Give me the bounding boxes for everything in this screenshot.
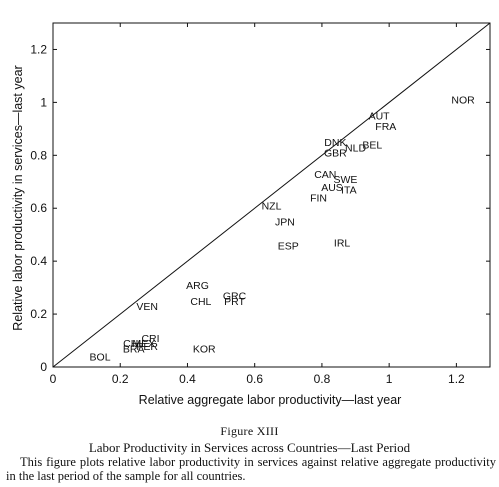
point-label-per: PER	[136, 341, 158, 353]
point-label-jpn: JPN	[275, 216, 295, 228]
point-label-esp: ESP	[278, 240, 299, 252]
point-label-nzl: NZL	[262, 201, 282, 213]
y-tick-label: 1.2	[30, 42, 47, 56]
point-label-bol: BOL	[90, 351, 111, 363]
y-axis-ticks: 0 0.2 0.4 0.6 0.8 1 1.2	[30, 42, 490, 374]
x-tick-label: 0.8	[314, 372, 331, 386]
point-label-aus: AUS	[321, 182, 343, 194]
point-label-can: CAN	[314, 169, 336, 181]
x-tick-label: 0.2	[112, 372, 129, 386]
y-tick-label: 0.6	[30, 201, 47, 215]
figure-number: Figure XIII	[220, 424, 279, 438]
point-label-ita: ITA	[341, 185, 357, 197]
x-tick-label: 1.2	[448, 372, 465, 386]
point-label-irl: IRL	[334, 238, 351, 250]
point-label-chl: CHL	[123, 338, 144, 350]
y-axis-label: Relative labor productivity in services—…	[11, 65, 25, 330]
y-tick-label: 0.8	[30, 148, 47, 162]
point-label-chl: CHL	[190, 296, 211, 308]
y-tick-label: 0.4	[30, 254, 47, 268]
point-label-dnk: DNK	[324, 137, 346, 149]
y-tick-label: 1	[40, 95, 47, 109]
point-label-fin: FIN	[310, 193, 327, 205]
y-tick-label: 0	[40, 360, 47, 374]
y-tick-label: 0.2	[30, 307, 47, 321]
figure-caption: This figure plots relative labor product…	[6, 455, 496, 483]
point-label-bel: BEL	[362, 140, 382, 152]
point-label-cri: CRI	[141, 333, 159, 345]
point-label-ven: VEN	[136, 301, 158, 313]
point-label-prt: PRT	[224, 296, 245, 308]
x-tick-label: 1	[386, 372, 393, 386]
x-axis-label: Relative aggregate labor productivity—la…	[139, 393, 402, 407]
point-label-grc: GRC	[223, 291, 247, 303]
point-label-nld: NLD	[345, 142, 366, 154]
point-label-bra: BRA	[123, 343, 145, 355]
scatter-chart: 0 0.2 0.4 0.6 0.8 1 1.2 0 0.2 0.4 0.6 0.8 1 1.2 NOR A…	[11, 22, 491, 407]
point-label-aut: AUT	[369, 111, 391, 123]
point-label-kor: KOR	[193, 343, 216, 355]
x-axis-ticks: 0 0.2 0.4 0.6 0.8 1 1.2	[50, 23, 465, 386]
point-label-swe: SWE	[333, 174, 357, 186]
forty-five-degree-line	[52, 22, 491, 368]
x-tick-label: 0.4	[179, 372, 196, 386]
x-tick-label: 0	[50, 372, 57, 386]
figure-title: Labor Productivity in Services across Co…	[88, 440, 411, 455]
point-label-mex: MEX	[132, 338, 155, 350]
plot-frame	[52, 22, 491, 368]
point-label-nor: NOR	[451, 95, 475, 107]
x-tick-label: 0.6	[246, 372, 263, 386]
point-label-fra: FRA	[375, 121, 396, 133]
point-label-gbr: GBR	[324, 148, 347, 160]
point-label-arg: ARG	[186, 280, 209, 292]
